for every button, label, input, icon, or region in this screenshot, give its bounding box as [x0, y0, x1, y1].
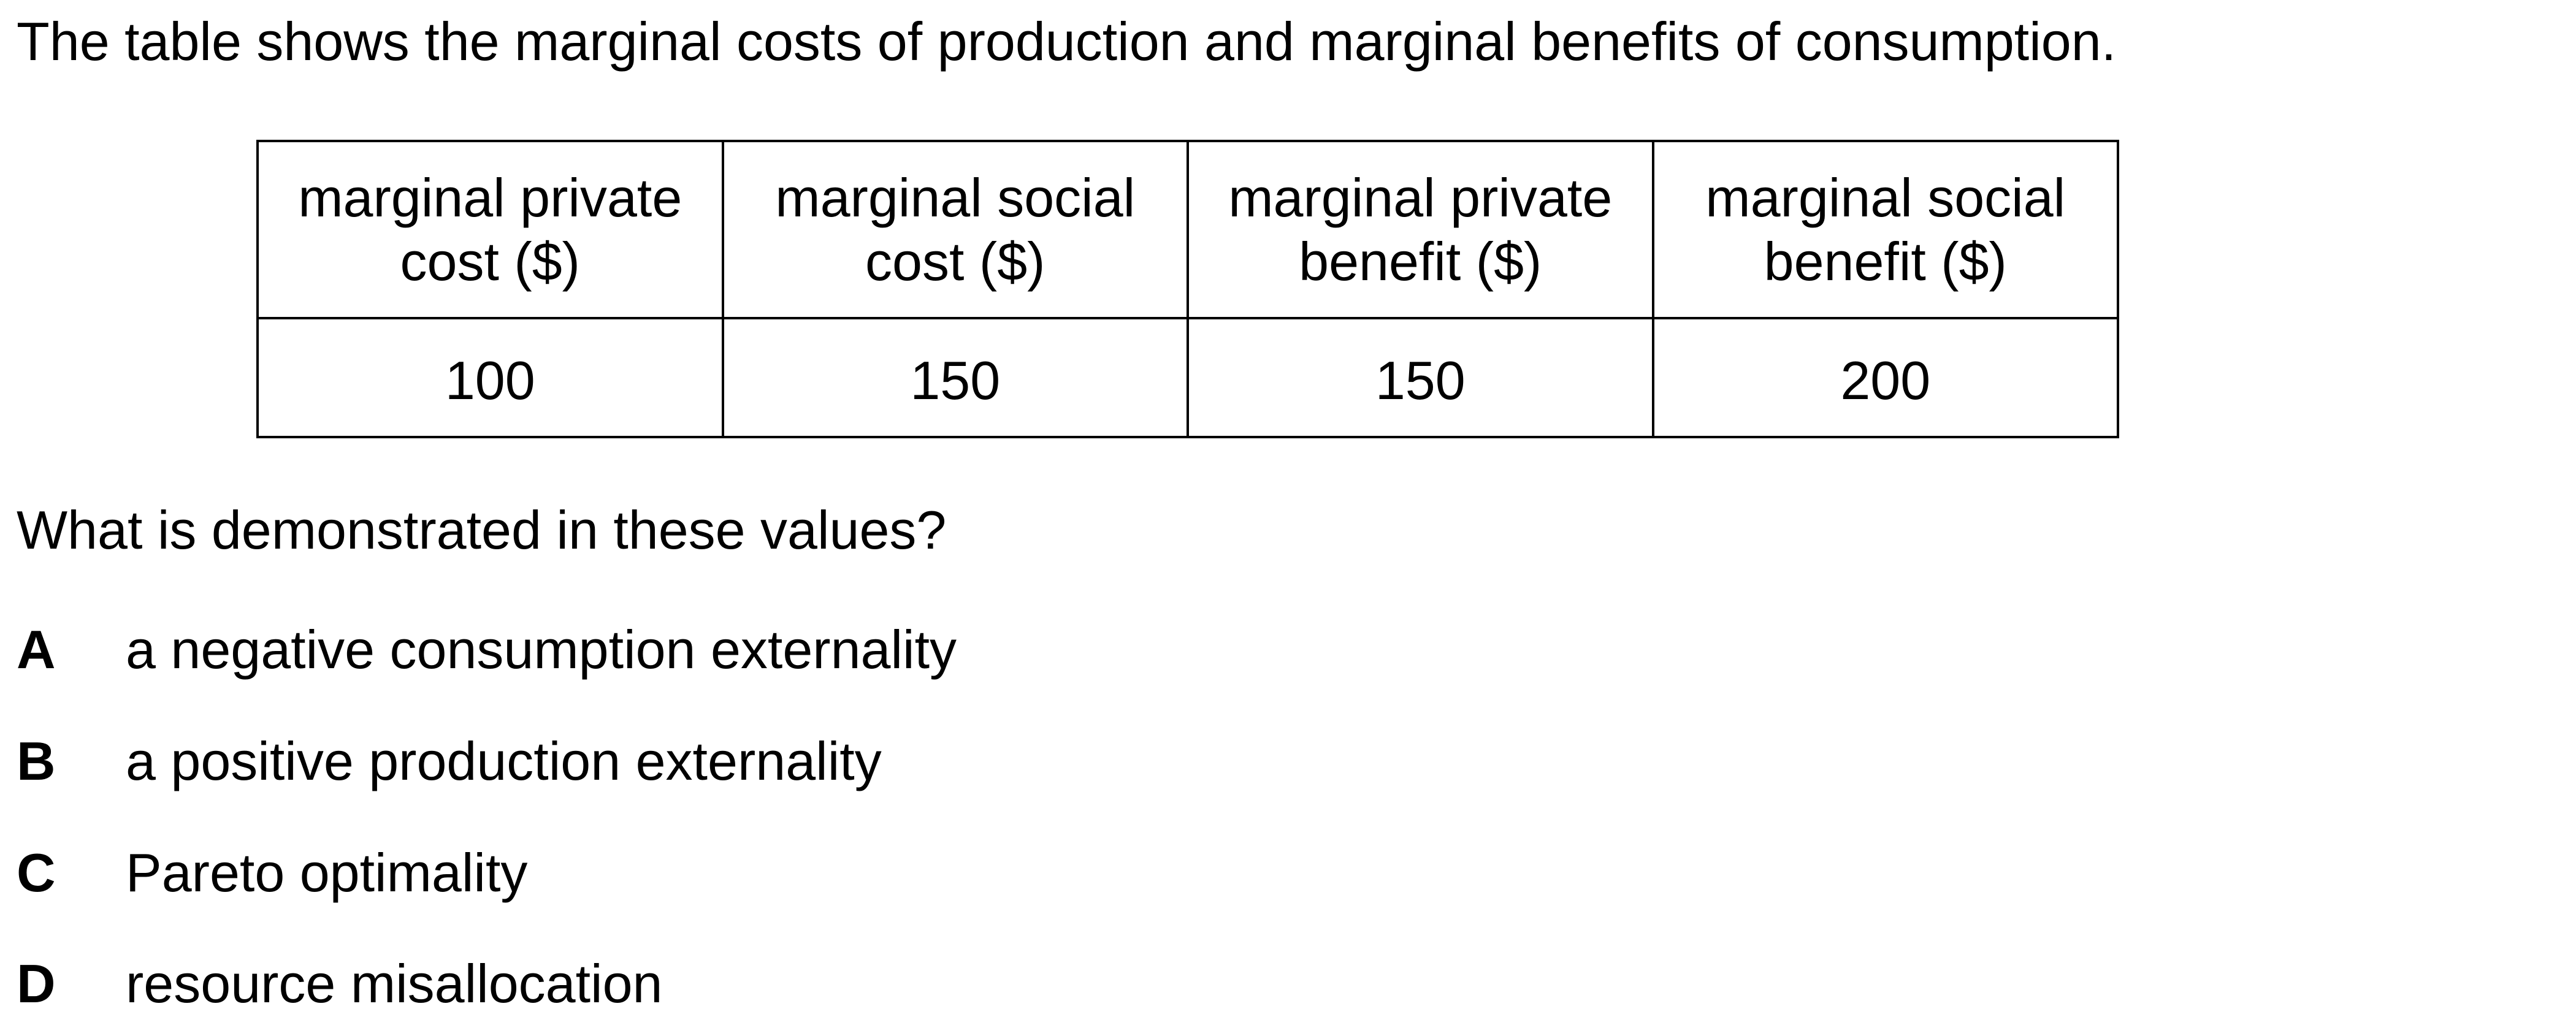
value-marginal-social-benefit: 200	[1651, 317, 2119, 438]
option-letter: D	[17, 953, 56, 1014]
option-letter: B	[17, 731, 56, 791]
header-label-line2: cost ($)	[865, 230, 1045, 292]
header-label-line1: marginal social	[775, 167, 1136, 228]
header-marginal-private-benefit: marginal private benefit ($)	[1187, 140, 1654, 319]
option-letter: C	[17, 842, 56, 903]
header-label-line1: marginal social	[1705, 167, 2066, 228]
header-label-line2: benefit ($)	[1764, 230, 2007, 292]
option-text: a negative consumption externality	[126, 619, 957, 680]
table-header-row: marginal private cost ($) marginal socia…	[256, 140, 2119, 319]
header-label-line2: cost ($)	[400, 230, 580, 292]
option-text: Pareto optimality	[126, 842, 528, 903]
header-marginal-social-cost: marginal social cost ($)	[721, 140, 1189, 319]
question-text: What is demonstrated in these values?	[17, 500, 947, 560]
option-text: a positive production externality	[126, 731, 882, 791]
header-label-line2: benefit ($)	[1299, 230, 1542, 292]
table-row: 100 150 150 200	[256, 317, 2119, 438]
value-marginal-private-cost: 100	[256, 317, 724, 438]
option-letter: A	[17, 619, 56, 680]
value-marginal-social-cost: 150	[721, 317, 1189, 438]
option-text: resource misallocation	[126, 953, 663, 1014]
cost-benefit-table: marginal private cost ($) marginal socia…	[256, 140, 2119, 438]
value-marginal-private-benefit: 150	[1187, 317, 1654, 438]
header-marginal-social-benefit: marginal social benefit ($)	[1651, 140, 2119, 319]
header-label-line1: marginal private	[1228, 167, 1613, 228]
header-label-line1: marginal private	[298, 167, 682, 228]
header-marginal-private-cost: marginal private cost ($)	[256, 140, 724, 319]
question-intro: The table shows the marginal costs of pr…	[17, 11, 2117, 72]
